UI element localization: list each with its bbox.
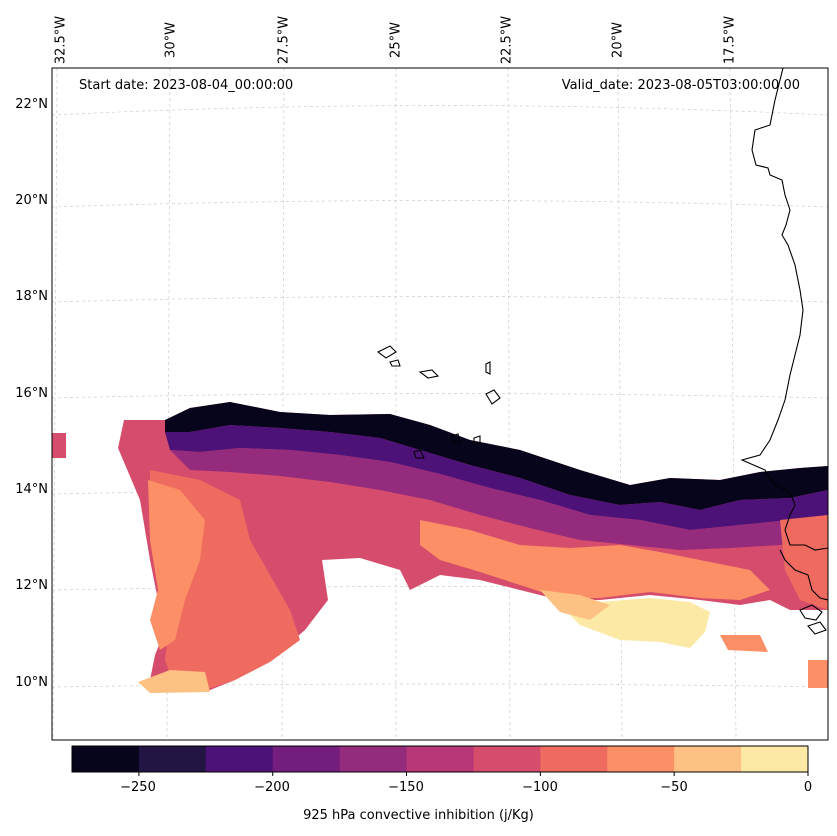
colorbar-segment — [607, 746, 675, 772]
colorbar-segment — [406, 746, 474, 772]
cin-patch-west-edge — [52, 433, 66, 458]
latitude-label: 16°N — [15, 386, 48, 401]
colorbar-tick-label: −150 — [388, 780, 424, 795]
colorbar-segment — [138, 746, 207, 772]
colorbar-segment — [540, 746, 608, 772]
colorbar-segment — [674, 746, 742, 772]
cin-band-peach — [540, 590, 610, 620]
colorbar-segment — [272, 746, 341, 772]
colorbar-label: 925 hPa convective inhibition (j/Kg) — [303, 808, 534, 823]
coastlines — [376, 68, 828, 635]
colorbar — [71, 745, 809, 776]
valid-date-label: Valid_date: 2023-08-05T03:00:00.00 — [561, 78, 800, 93]
colorbar-segment — [741, 746, 809, 772]
cin-patch-south-small — [720, 635, 768, 652]
colorbar-segment — [72, 746, 140, 772]
longitude-label: 27.5°W — [276, 15, 292, 65]
cin-band-north-purple — [165, 425, 828, 530]
colorbar-tick-label: −250 — [120, 780, 156, 795]
longitude-label: 22.5°W — [499, 15, 515, 65]
longitude-label: 17.5°W — [722, 15, 738, 65]
cin-band-orange-west — [148, 480, 205, 650]
latitude-label: 22°N — [15, 97, 48, 112]
cin-field — [52, 402, 828, 693]
colorbar-tick-label: −100 — [522, 780, 558, 795]
colorbar-tick-label: 0 — [803, 780, 813, 795]
colorbar-segment — [339, 746, 408, 772]
colorbar-tick-label: −200 — [254, 780, 290, 795]
colorbar-frame — [71, 745, 809, 773]
cin-patch-east-coast — [780, 515, 828, 610]
longitude-label: 25°W — [388, 22, 404, 58]
longitude-label: 32.5°W — [53, 15, 69, 65]
cin-band-north-dark — [165, 402, 828, 510]
colorbar-segment — [473, 746, 541, 772]
latitude-label: 20°N — [15, 193, 48, 208]
colorbar-tick-label: −50 — [660, 780, 688, 795]
colorbar-segment — [205, 746, 274, 772]
longitude-label: 30°W — [163, 22, 179, 58]
cin-patch-southwest — [138, 670, 210, 693]
map-frame — [51, 67, 829, 741]
latitude-label: 14°N — [15, 482, 48, 497]
longitude-label: 20°W — [610, 22, 626, 58]
cin-band-north-magenta — [170, 448, 828, 550]
latitude-label: 10°N — [15, 675, 48, 690]
latitude-label: 12°N — [15, 578, 48, 593]
start-date-label: Start date: 2023-08-04_00:00:00 — [79, 78, 294, 93]
cin-patch-southeast — [808, 660, 828, 688]
latitude-label: 18°N — [15, 289, 48, 304]
cin-band-orange-mid — [420, 520, 770, 600]
